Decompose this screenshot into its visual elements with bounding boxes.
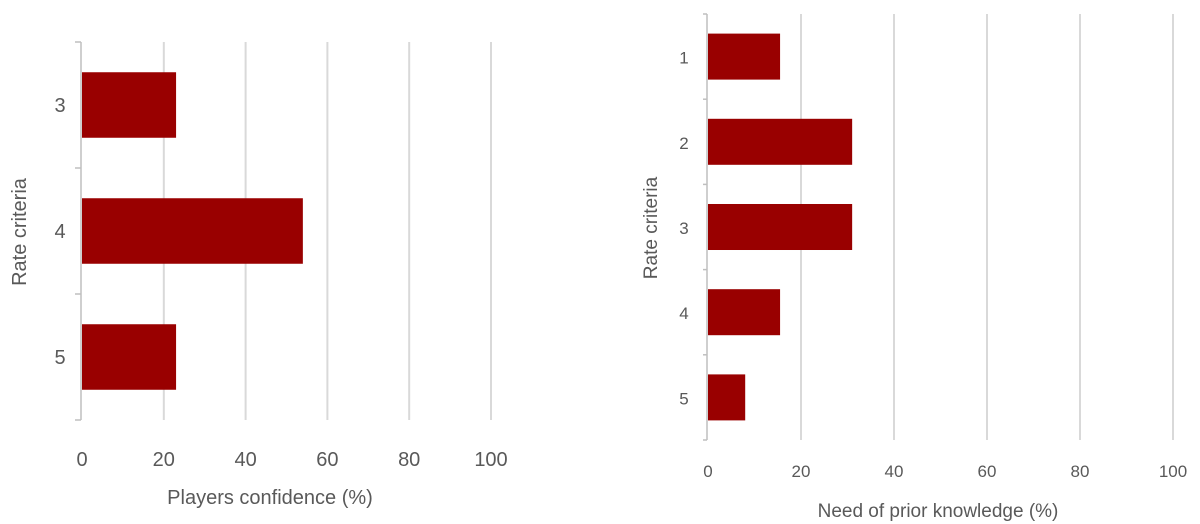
bar [82, 72, 177, 138]
left-bars [82, 72, 303, 390]
x-tick-label: 60 [316, 449, 338, 471]
left-y-axis-tick-marks [75, 41, 81, 421]
right-x-tick-labels: 0 20 40 60 80 100 [703, 462, 1187, 481]
bar [82, 324, 177, 390]
right-y-axis-title: Rate criteria [641, 176, 662, 279]
x-tick-label: 20 [153, 449, 175, 471]
y-tick-label: 4 [54, 221, 65, 243]
x-tick-label: 40 [885, 462, 904, 481]
right-bars [708, 33, 853, 421]
left-x-tick-labels: 0 20 40 60 80 100 [76, 449, 507, 471]
chart-players-confidence: 345 0 20 40 60 80 100 Players confidence (%) … [9, 41, 508, 509]
right-x-axis-title: Need of prior knowledge (%) [818, 501, 1059, 522]
x-tick-label: 40 [234, 449, 256, 471]
x-tick-label: 60 [978, 462, 997, 481]
left-y-axis-title: Rate criteria [9, 177, 31, 286]
x-tick-label: 0 [703, 462, 712, 481]
y-tick-label: 1 [679, 49, 688, 68]
y-tick-label: 5 [54, 347, 65, 369]
right-y-tick-labels: 1 2 3 4 5 [679, 49, 688, 409]
y-tick-label: 5 [679, 389, 688, 408]
chart-need-of-prior-knowledge: 1 2 3 4 5 0 20 40 60 80 100 Need of prior knowled… [641, 13, 1187, 522]
y-tick-label: 3 [54, 95, 65, 117]
bar [708, 33, 781, 80]
bar [82, 198, 303, 264]
bar [708, 374, 746, 421]
right-y-axis-tick-marks [703, 13, 707, 441]
bar [708, 203, 853, 251]
x-tick-label: 20 [792, 462, 811, 481]
right-gridlines [800, 14, 1174, 440]
bar [708, 118, 853, 165]
x-tick-label: 80 [398, 449, 420, 471]
y-tick-label: 4 [679, 304, 688, 323]
x-tick-label: 100 [474, 449, 507, 471]
y-tick-label: 3 [679, 219, 688, 238]
x-tick-label: 100 [1159, 462, 1187, 481]
x-tick-label: 80 [1071, 462, 1090, 481]
left-y-tick-labels: 3 4 5 [54, 95, 65, 369]
bar [708, 289, 781, 336]
x-tick-label: 0 [76, 449, 87, 471]
left-x-axis-title: Players confidence (%) [167, 487, 373, 509]
y-tick-label: 2 [679, 134, 688, 153]
